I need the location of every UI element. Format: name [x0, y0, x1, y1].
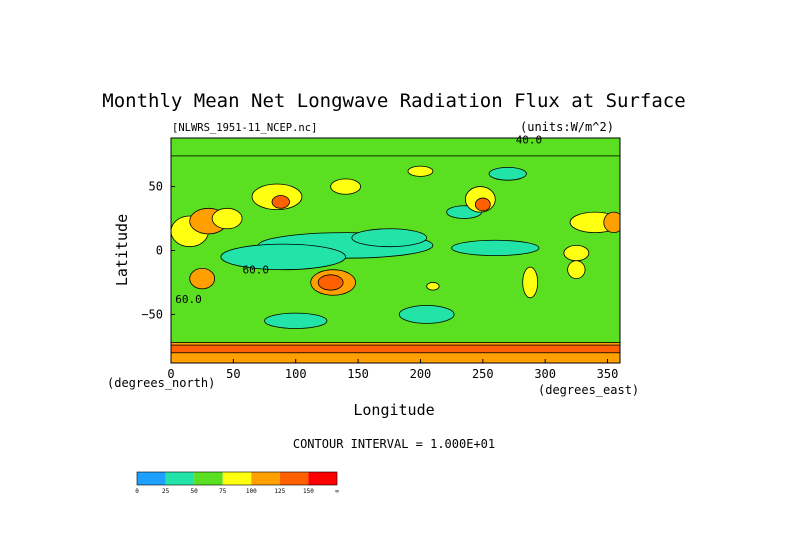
flux-region-18 — [474, 197, 491, 212]
y-axis-label: Latitude — [113, 214, 131, 286]
colorbar-tick-label-7: ∞ — [335, 488, 339, 495]
colorbar-frame — [136, 471, 338, 486]
colorbar-tick-label-3: 75 — [219, 488, 227, 495]
flux-region-13 — [211, 207, 243, 230]
x-tick-label-3: 150 — [347, 367, 369, 381]
x-tick-label-0: 0 — [167, 367, 174, 381]
x-unit-label: (degrees_east) — [538, 383, 639, 397]
colorbar-tick-label-0: 0 — [135, 488, 139, 495]
contour-interval-label: CONTOUR INTERVAL = 1.000E+01 — [293, 437, 495, 451]
flux-region-15 — [271, 195, 290, 209]
flux-region-22 — [317, 274, 344, 291]
flux-band-2 — [171, 138, 620, 157]
y-tick-label-1: 0 — [156, 244, 163, 258]
colorbar-bin-1 — [165, 472, 195, 485]
colorbar-bin-4 — [251, 472, 280, 485]
y-tick-label-0: 50 — [149, 180, 163, 194]
flux-region-6 — [451, 239, 540, 257]
flux-region-24 — [522, 266, 539, 299]
flux-region-23 — [189, 267, 216, 290]
flux-region-20 — [603, 211, 620, 233]
flux-region-8 — [264, 312, 328, 329]
contour-label-2: 60.0 — [175, 293, 202, 306]
colorbar-bin-6 — [308, 472, 337, 485]
x-axis-label: Longitude — [353, 401, 434, 419]
contour-labels: 40.0 60.0 60.0 — [175, 133, 542, 306]
flux-region-28 — [407, 165, 434, 177]
units-label: (units:W/m^2) — [520, 120, 614, 134]
flux-region-25 — [563, 244, 590, 262]
y-axis: 50 0 −50 — [141, 180, 175, 321]
x-tick-label-5: 250 — [472, 367, 494, 381]
colorbar-tick-label-2: 50 — [191, 488, 199, 495]
colorbar-bin-2 — [194, 472, 223, 485]
colorbar-bin-3 — [222, 472, 252, 485]
y-unit-label: (degrees_north) — [107, 376, 215, 390]
colorbar-tick-label-4: 100 — [246, 488, 257, 495]
x-tick-label-2: 100 — [285, 367, 307, 381]
flux-region-4 — [351, 228, 428, 248]
flux-region-7 — [398, 305, 455, 324]
colorbar-tick-label-1: 25 — [162, 488, 170, 495]
colorbar-bin-0 — [137, 472, 166, 485]
x-axis: 0 50 100 150 200 250 300 350 — [167, 359, 618, 381]
x-tick-label-1: 50 — [226, 367, 240, 381]
file-label: [NLWRS_1951-11_NCEP.nc] — [172, 122, 317, 134]
x-tick-label-7: 350 — [597, 367, 619, 381]
flux-region-16 — [330, 178, 361, 195]
flux-band-1 — [171, 344, 620, 354]
plot-area — [171, 138, 620, 363]
flux-region-10 — [488, 167, 527, 181]
colorbar: 0 25 50 75 100 125 150 ∞ — [135, 471, 339, 495]
x-tick-label-4: 200 — [410, 367, 432, 381]
chart-title: Monthly Mean Net Longwave Radiation Flux… — [102, 90, 685, 112]
flux-region-5 — [220, 243, 347, 271]
contour-label-1: 60.0 — [243, 264, 270, 277]
y-tick-label-2: −50 — [141, 307, 163, 321]
flux-region-27 — [426, 282, 440, 291]
x-tick-label-6: 300 — [534, 367, 556, 381]
colorbar-tick-label-6: 150 — [303, 488, 314, 495]
colorbar-bin-5 — [279, 472, 309, 485]
colorbar-tick-label-5: 125 — [274, 488, 285, 495]
flux-region-26 — [567, 260, 586, 280]
contour-label-0: 40.0 — [516, 133, 543, 146]
